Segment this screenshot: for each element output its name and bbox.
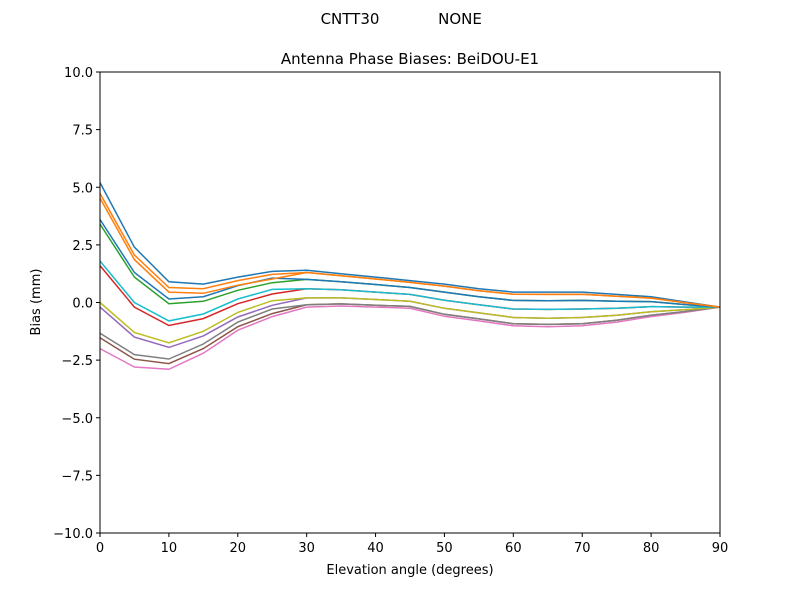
- series-line-az180: [99, 305, 721, 371]
- y-tick-label: 7.5: [72, 124, 93, 139]
- series-line-az120: [99, 297, 721, 349]
- y-tick-label: −7.5: [61, 469, 93, 484]
- series-line-az0: [99, 182, 721, 308]
- x-tick-label: 20: [230, 541, 247, 556]
- x-axis-label: Elevation angle (degrees): [326, 563, 493, 578]
- y-tick-label: 5.0: [72, 181, 93, 196]
- series-line-az210: [99, 303, 721, 360]
- x-tick-label: 70: [574, 541, 591, 556]
- y-axis-label: Bias (mm): [29, 269, 44, 336]
- y-tick-label: 10.0: [64, 66, 93, 81]
- series-line-az30: [99, 193, 721, 308]
- y-tick-label: 0.0: [72, 297, 93, 312]
- x-tick-label: 90: [712, 541, 729, 556]
- series-lines: [99, 182, 721, 371]
- series-line-az330: [99, 197, 721, 308]
- series-line-az300: [99, 219, 721, 308]
- y-axis-ticks: −10.0 −7.5 −5.0 −2.5 0.0 2.5 5.0 7.5 10.0: [53, 66, 100, 542]
- x-tick-label: 80: [643, 541, 660, 556]
- series-line-az270: [99, 260, 720, 322]
- suptitle-right: NONE: [438, 10, 482, 28]
- x-tick-label: 60: [505, 541, 522, 556]
- y-tick-label: −10.0: [53, 527, 93, 542]
- x-tick-label: 10: [161, 541, 178, 556]
- x-tick-label: 40: [367, 541, 384, 556]
- suptitle-left: CNTT30: [321, 10, 380, 28]
- x-tick-label: 0: [96, 541, 104, 556]
- x-axis-ticks: 0 10 20 30 40 50 60 70 80 90: [96, 533, 728, 556]
- series-line-az240: [99, 297, 721, 344]
- y-tick-label: 2.5: [72, 239, 93, 254]
- series-line-az150: [99, 303, 721, 365]
- y-tick-label: −5.0: [61, 412, 93, 427]
- x-tick-label: 30: [298, 541, 315, 556]
- x-tick-label: 50: [436, 541, 453, 556]
- y-tick-label: −2.5: [61, 354, 93, 369]
- chart-title: Antenna Phase Biases: BeiDOU-E1: [281, 50, 539, 68]
